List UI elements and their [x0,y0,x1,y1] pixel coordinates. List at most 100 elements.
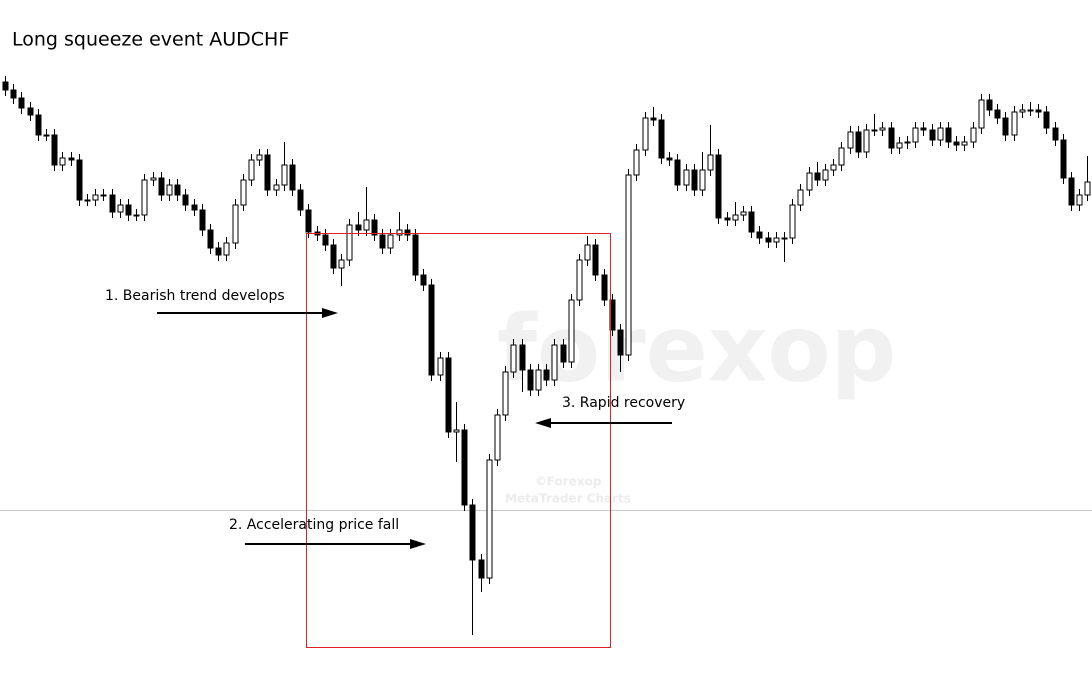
candle-body-down [756,231,763,239]
candle-body-down [601,274,608,301]
candle-body-down [814,172,821,181]
candle-body-down [920,127,927,131]
annotation: 1. Bearish trend develops [105,288,285,304]
chart-title: Long squeeze event AUDCHF [12,29,289,51]
candle-body-up [568,299,575,363]
candle-body-down [543,369,550,381]
candle-body-down [84,199,91,202]
candle-body-down [592,244,599,276]
candle-body-down [182,194,189,206]
candle-body-up [879,127,886,131]
candle-body-down [617,329,624,356]
candle-body-down [445,357,452,433]
candle-body-down [305,209,312,233]
candle-body-up [830,164,837,171]
candle-body-down [855,131,862,153]
candle-body-up [912,127,919,143]
candle-body-up [363,219,370,231]
candle-body-down [1043,111,1050,129]
candle-body-down [461,429,468,506]
candle-body-down [724,217,731,221]
candle-body-down [888,127,895,149]
candle-body-down [1052,127,1059,141]
candle-body-up [978,99,985,129]
candle-body-down [650,117,657,121]
candle-body-down [174,184,181,196]
candle-body-down [43,134,50,137]
candle-body-down [379,234,386,249]
candle-body-up [822,169,829,181]
candle-body-up [510,344,517,373]
candle-body-down [322,234,329,246]
candle-body-down [207,229,214,249]
candle-body-up [166,184,173,196]
candle-body-down [289,164,296,191]
candle-body-up [92,194,99,201]
candle-body-up [223,242,230,256]
candle-body-up [437,357,444,376]
candle-body-up [683,169,690,186]
candle-body-down [428,284,435,376]
candle-body-up [117,204,124,213]
candle-body-down [691,169,698,191]
candle-body-down [929,129,936,141]
candle-body-up [232,204,239,244]
candle-body-up [789,204,796,239]
candle-body-down [68,157,75,161]
candle-body-down [765,237,772,243]
candle-body-down [100,194,107,197]
candle-body-down [133,214,140,217]
candle-body-up [625,174,632,356]
candle-body-up [937,127,944,141]
candle-body-down [871,129,878,132]
candle-body-up [59,157,66,166]
candle-body-down [76,159,83,201]
candle-body-down [371,219,378,236]
candle-body-up [961,141,968,146]
candle-body-down [945,127,952,143]
candle-body-down [2,81,9,91]
candle-body-up [1076,194,1083,206]
candle-body-up [387,234,394,249]
watermark-copyright: ©Forexop [535,475,602,489]
candle-body-up [797,189,804,206]
candle-body-up [806,172,813,191]
candle-body-down [715,154,722,219]
candle-body-up [847,131,854,149]
candle-body-down [355,224,362,231]
candle-body-down [1035,109,1042,113]
candle-body-up [453,429,460,433]
candle-body-down [264,154,271,191]
candle-body-down [35,114,42,136]
candle-body-up [584,244,591,261]
candle-body-down [215,247,222,256]
candle-body-down [10,89,17,99]
highlight-box [306,233,611,648]
candle-body-up [838,147,845,166]
candle-body-down [109,194,116,213]
candle-body-down [469,504,476,561]
candle-body-down [125,204,132,216]
candle-body-down [158,177,165,196]
candle-body-up [863,129,870,153]
candle-body-down [527,369,534,391]
candle-body-down [478,559,485,579]
candle-body-down [330,244,337,269]
candle-body-down [1027,109,1034,112]
candle-body-down [666,157,673,161]
candle-body-up [535,369,542,391]
candle-body-up [707,154,714,171]
candle-body-down [18,97,25,109]
candle-body-down [519,344,526,371]
candle-body-up [486,459,493,579]
candle-body-down [953,141,960,146]
candle-body-down [420,274,427,286]
watermark-source: MetaTrader Charts [505,492,631,506]
candle-body-up [281,164,288,186]
candle-body-up [904,141,911,144]
candle-body-up [551,344,558,381]
annotation: 2. Accelerating price fall [229,517,399,533]
candle-body-down [986,99,993,111]
arrows [157,308,672,549]
